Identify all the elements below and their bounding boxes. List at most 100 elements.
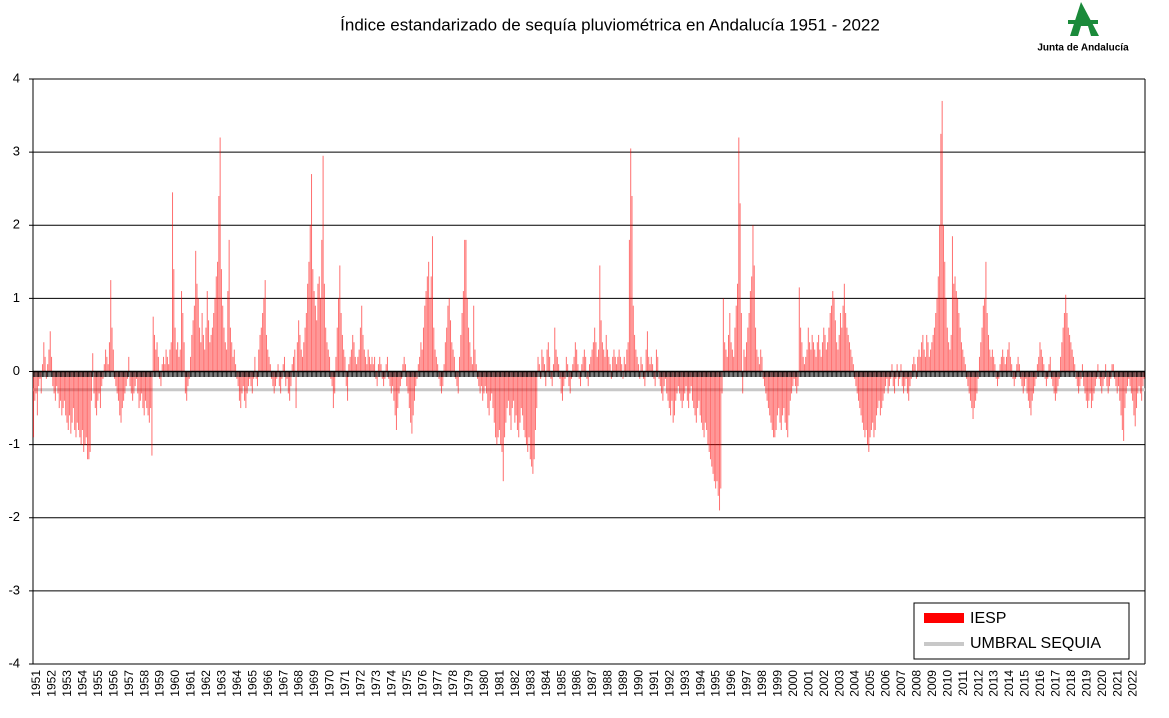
bar (1125, 371, 1127, 394)
bar (197, 298, 199, 372)
bar (668, 371, 670, 409)
bar (473, 305, 475, 372)
bar (301, 356, 304, 372)
bar (688, 371, 690, 409)
bar (1097, 364, 1099, 372)
bar (527, 371, 529, 452)
bar (976, 371, 978, 394)
bar (940, 133, 942, 372)
x-tick-label: 1967 (276, 670, 290, 697)
bar (944, 261, 946, 372)
bar (650, 356, 652, 372)
bar (1081, 364, 1083, 372)
bar (1031, 371, 1033, 401)
bar (168, 364, 170, 372)
bar (187, 371, 189, 387)
x-tick-label: 2014 (1002, 670, 1016, 697)
bar (110, 280, 112, 372)
bar (816, 342, 818, 372)
bar (1048, 364, 1050, 372)
bar (738, 137, 740, 372)
bar (209, 342, 211, 372)
bar (746, 342, 748, 372)
bar (211, 327, 213, 372)
bar (623, 356, 625, 372)
bar (563, 371, 565, 387)
bar (223, 327, 225, 372)
bar (953, 283, 955, 372)
bar (183, 342, 185, 372)
bar (496, 371, 498, 445)
bar (478, 371, 480, 387)
bar (67, 371, 69, 430)
bar (153, 334, 156, 372)
bar (148, 371, 150, 423)
bar (625, 364, 627, 372)
bar (670, 371, 672, 416)
bar (718, 371, 721, 511)
bar (684, 371, 686, 394)
bar (1063, 313, 1065, 372)
bar (398, 371, 400, 394)
bar (1106, 371, 1108, 387)
bar (648, 356, 650, 372)
bar (1030, 371, 1032, 416)
bar (792, 371, 794, 387)
bar (88, 371, 90, 460)
bar (809, 342, 811, 372)
bar (419, 356, 421, 372)
bar (775, 371, 777, 430)
x-tick-label: 1980 (477, 670, 491, 697)
legend-swatch (924, 613, 964, 623)
bar (928, 356, 930, 372)
bar (533, 371, 535, 460)
bar (487, 371, 489, 409)
bar (771, 371, 773, 430)
bar (1036, 364, 1038, 372)
bar (132, 371, 134, 401)
bar (327, 349, 329, 372)
bar (996, 371, 999, 387)
bar (268, 356, 270, 372)
bar (308, 261, 310, 372)
bar (1078, 371, 1080, 394)
bar (493, 371, 495, 423)
bar (66, 371, 68, 423)
bar (785, 371, 787, 430)
bar (752, 225, 754, 372)
bar (240, 371, 242, 409)
x-tick-label: 2002 (817, 670, 831, 697)
bar (912, 364, 914, 372)
bar (394, 371, 396, 416)
bar (295, 371, 297, 409)
bar (47, 364, 49, 372)
x-tick-label: 2015 (1018, 670, 1032, 697)
bar (402, 364, 404, 372)
bar (464, 239, 466, 372)
bar (698, 371, 700, 401)
bar (532, 371, 534, 474)
bar (604, 356, 606, 372)
bar (607, 349, 609, 372)
bar (484, 371, 486, 387)
bar (317, 283, 319, 372)
bar (645, 349, 647, 372)
legend: IESP UMBRAL SEQUIA (913, 602, 1130, 660)
bar (1099, 371, 1101, 387)
bar (232, 356, 234, 372)
bar (76, 371, 78, 423)
bar (372, 364, 374, 372)
bar (1079, 371, 1081, 387)
bar (269, 364, 271, 372)
x-tick-label: 1998 (755, 670, 769, 697)
bar (112, 349, 114, 372)
bar (488, 371, 490, 416)
bar (1045, 371, 1047, 387)
bar (439, 371, 441, 387)
bar (767, 371, 769, 409)
bar (470, 356, 472, 372)
bar (824, 334, 826, 372)
bar (479, 371, 481, 394)
bar (720, 371, 722, 489)
bar (1119, 371, 1121, 401)
